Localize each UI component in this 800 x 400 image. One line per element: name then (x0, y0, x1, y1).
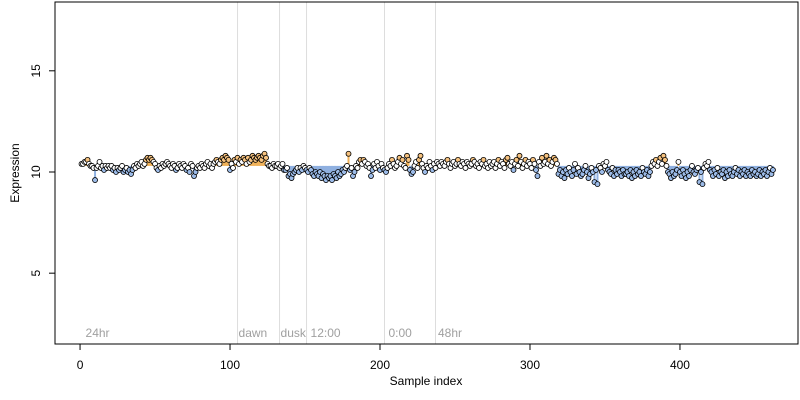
data-point (368, 173, 374, 179)
x-tick-label: 100 (220, 358, 240, 372)
y-tick-label: 15 (29, 64, 43, 78)
x-tick-label: 0 (77, 358, 84, 372)
data-point (410, 169, 416, 175)
data-point (770, 167, 776, 173)
data-point (279, 160, 286, 167)
annotation: 48hr (438, 326, 462, 340)
annotation: 12:00 (311, 326, 341, 340)
data-point (516, 152, 523, 159)
data-point (543, 152, 550, 159)
x-tick-label: 200 (370, 358, 390, 372)
annotation: dusk (281, 326, 307, 340)
y-axis-label: Expression (8, 143, 22, 202)
y-tick-label: 10 (29, 165, 43, 179)
data-point (603, 158, 610, 165)
annotation: 24hr (86, 326, 110, 340)
annotation: dawn (239, 326, 268, 340)
data-point (414, 165, 421, 171)
data-point (480, 156, 487, 163)
x-tick-label: 300 (520, 358, 540, 372)
data-point (354, 165, 361, 171)
data-point (399, 156, 406, 163)
data-point (96, 158, 103, 165)
data-point (675, 158, 682, 165)
data-point (476, 165, 482, 171)
data-point (533, 167, 539, 173)
data-point (534, 173, 541, 179)
data-point (705, 158, 712, 165)
y-tick-label: 5 (29, 270, 43, 277)
data-point (699, 181, 706, 188)
data-point (561, 175, 568, 181)
x-axis-label: Sample index (390, 374, 463, 388)
data-point (594, 181, 601, 188)
data-point (663, 163, 670, 169)
data-point (186, 169, 193, 175)
annotation: 0:00 (389, 326, 413, 340)
data-point (92, 177, 98, 183)
data-point (263, 154, 269, 161)
data-point (345, 150, 352, 157)
data-point (647, 169, 653, 175)
data-point (599, 169, 605, 175)
data-point (714, 165, 721, 171)
data-point (554, 160, 560, 167)
data-point (572, 160, 578, 167)
data-point (417, 152, 424, 159)
data-point (504, 154, 511, 161)
x-tick-label: 400 (670, 358, 690, 372)
data-point (582, 163, 589, 169)
data-point (284, 165, 290, 171)
data-point (662, 156, 668, 163)
data-point (695, 165, 701, 171)
data-point (698, 169, 704, 175)
data-point (501, 165, 508, 171)
data-point (422, 169, 428, 175)
data-point (230, 165, 236, 171)
data-point (686, 173, 692, 179)
data-point (405, 156, 412, 163)
data-point (225, 156, 232, 163)
data-point (351, 169, 358, 175)
data-point (510, 167, 517, 173)
data-point (689, 163, 695, 169)
